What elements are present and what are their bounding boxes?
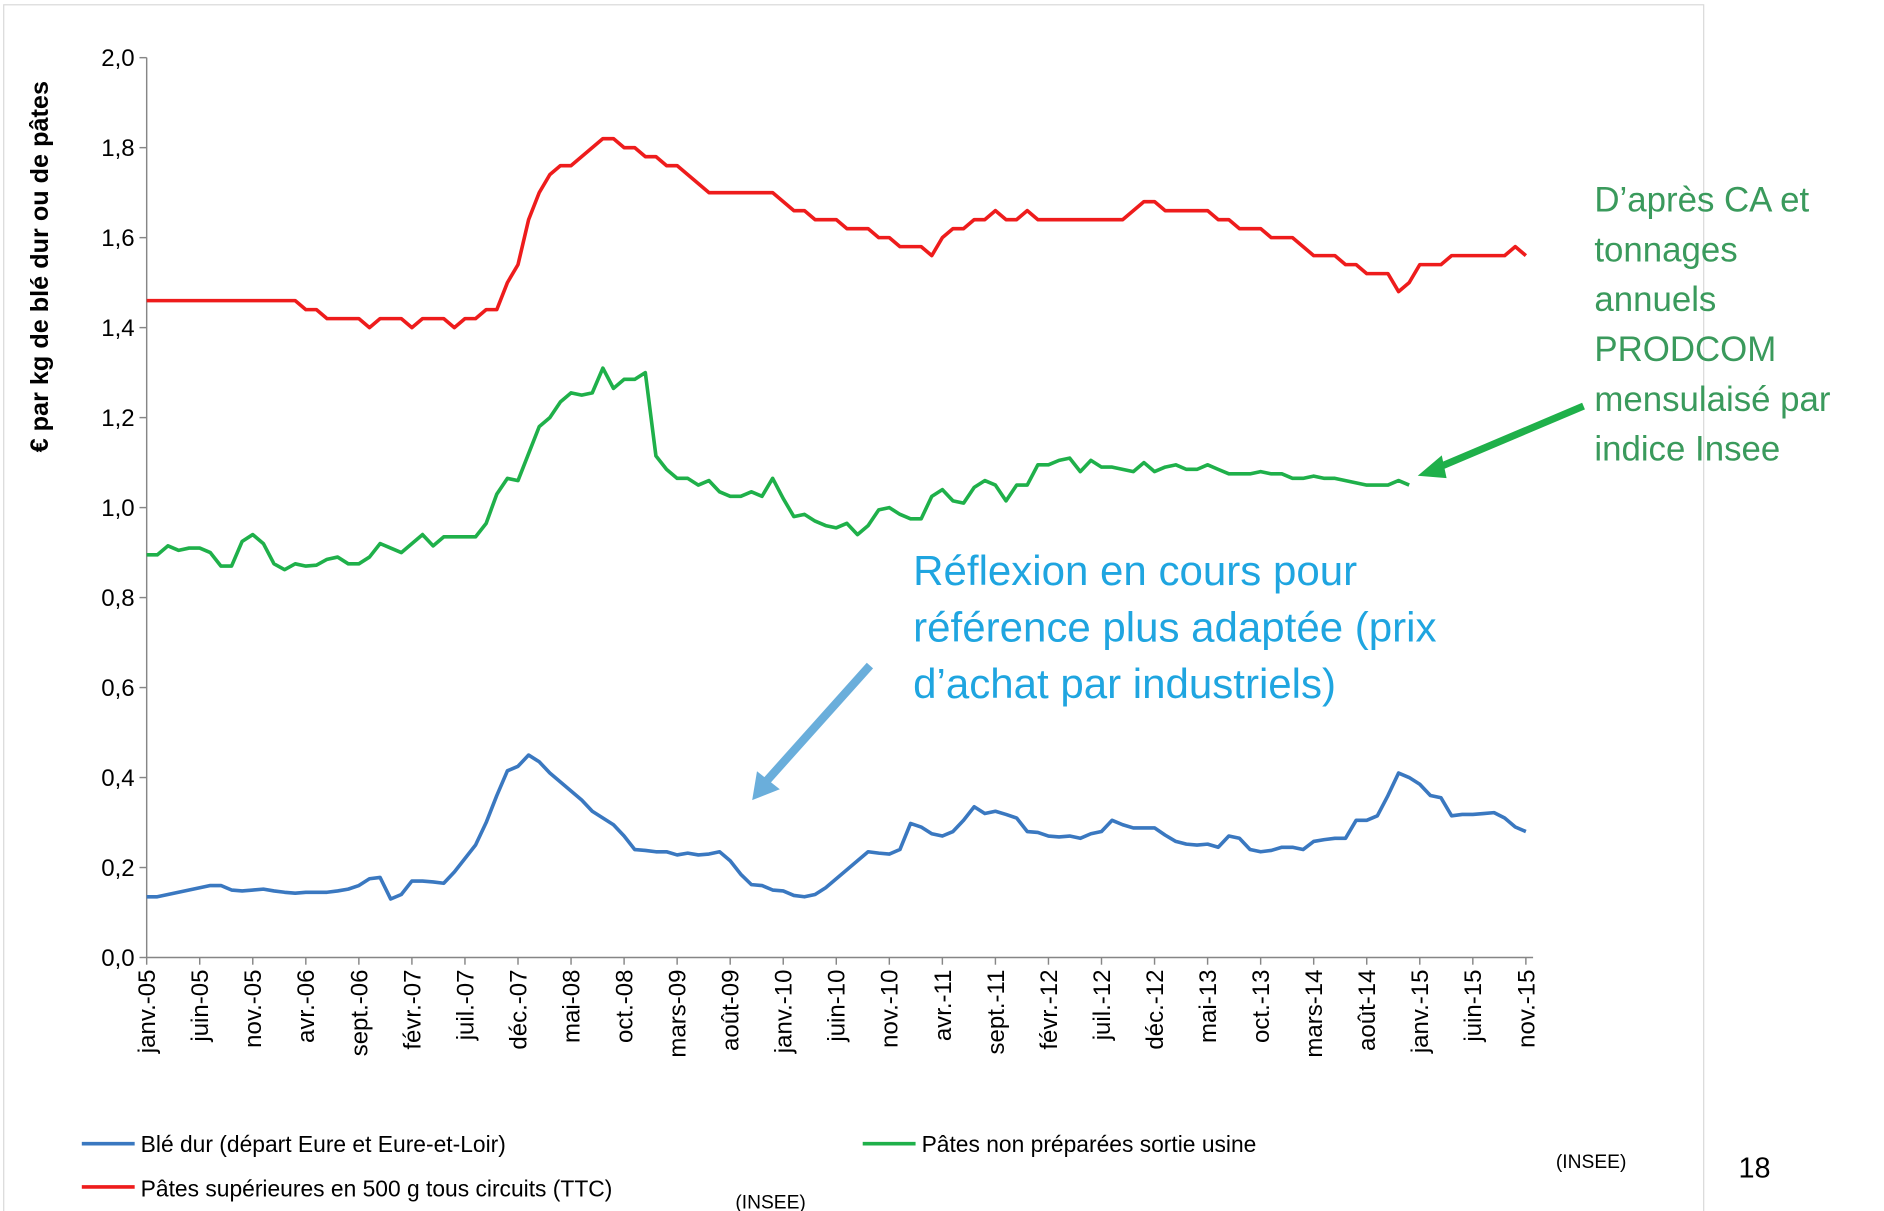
x-tick-label: mai-08 bbox=[558, 970, 585, 1043]
annotation-arrow bbox=[1434, 402, 1585, 472]
annotation: D’après CA et bbox=[1594, 180, 1809, 219]
x-tick-label: janv.-05 bbox=[134, 970, 161, 1055]
x-tick-label: déc.-12 bbox=[1142, 970, 1169, 1050]
legend-label: Pâtes non préparées sortie usine bbox=[922, 1131, 1257, 1157]
y-tick-label: 0,2 bbox=[101, 855, 134, 882]
annotation-arrowhead bbox=[1417, 455, 1447, 479]
x-tick-label: nov.-05 bbox=[240, 970, 267, 1048]
annotation: Réflexion en cours pour bbox=[913, 547, 1357, 594]
x-tick-label: sept.-11 bbox=[983, 970, 1010, 1055]
annotation: tonnages bbox=[1594, 230, 1737, 269]
annotation: d’achat par industriels) bbox=[913, 660, 1336, 707]
x-tick-label: juin-15 bbox=[1460, 970, 1487, 1043]
x-tick-label: juil.-12 bbox=[1089, 970, 1116, 1042]
annotation: indice Insee bbox=[1594, 430, 1780, 469]
source-note: (INSEE) bbox=[735, 1193, 805, 1211]
x-tick-label: déc.-07 bbox=[505, 970, 532, 1050]
annotation-arrowhead bbox=[752, 771, 780, 801]
y-tick-label: 2,0 bbox=[101, 45, 134, 72]
y-tick-label: 0,8 bbox=[101, 585, 134, 612]
x-tick-label: juin-10 bbox=[824, 970, 851, 1043]
x-tick-label: oct.-08 bbox=[612, 970, 639, 1043]
y-tick-label: 1,6 bbox=[101, 225, 134, 252]
page-number: 18 bbox=[1739, 1152, 1771, 1184]
x-tick-label: oct.-13 bbox=[1248, 970, 1275, 1043]
y-tick-label: 1,0 bbox=[101, 495, 134, 522]
annotation: mensulaisé par bbox=[1594, 380, 1831, 419]
x-tick-label: avr.-11 bbox=[930, 970, 957, 1042]
x-tick-label: août-14 bbox=[1354, 970, 1381, 1051]
source-note: (INSEE) bbox=[1556, 1152, 1626, 1173]
series-line bbox=[146, 136, 1528, 330]
plot-frame bbox=[3, 4, 1705, 1211]
x-tick-label: nov.-10 bbox=[877, 970, 904, 1048]
legend-label: Pâtes supérieures en 500 g tous circuits… bbox=[141, 1176, 613, 1202]
x-tick-label: juin-05 bbox=[187, 970, 214, 1043]
y-tick-label: 0,4 bbox=[101, 765, 134, 792]
y-axis-label: € par kg de blé dur ou de pâtes bbox=[26, 81, 54, 452]
series-line bbox=[146, 753, 1527, 901]
x-tick-label: avr.-06 bbox=[293, 970, 320, 1043]
y-tick-label: 1,4 bbox=[101, 315, 134, 342]
x-tick-label: févr.-12 bbox=[1036, 970, 1063, 1050]
annotation: PRODCOM bbox=[1594, 330, 1776, 369]
x-tick-label: mars-14 bbox=[1301, 970, 1328, 1058]
x-tick-label: janv.-10 bbox=[771, 970, 798, 1055]
x-tick-label: mai-13 bbox=[1195, 970, 1222, 1043]
y-tick-label: 0,6 bbox=[101, 675, 134, 702]
annotation-arrow bbox=[763, 662, 874, 784]
x-tick-label: févr.-07 bbox=[399, 970, 426, 1050]
x-tick-label: août-09 bbox=[718, 970, 745, 1051]
y-tick-label: 1,2 bbox=[101, 405, 134, 432]
x-tick-label: juil.-07 bbox=[452, 970, 479, 1042]
series-line bbox=[146, 366, 1410, 572]
annotation: annuels bbox=[1594, 280, 1716, 319]
x-tick-label: sept.-06 bbox=[346, 970, 373, 1057]
y-tick-label: 0,0 bbox=[101, 945, 134, 972]
x-tick-label: mars-09 bbox=[665, 970, 692, 1058]
y-tick-label: 1,8 bbox=[101, 135, 134, 162]
x-tick-label: janv.-15 bbox=[1407, 970, 1434, 1055]
legend-label: Blé dur (départ Eure et Eure-et-Loir) bbox=[141, 1131, 506, 1157]
x-tick-label: nov.-15 bbox=[1513, 970, 1540, 1048]
annotation: référence plus adaptée (prix bbox=[913, 604, 1436, 651]
